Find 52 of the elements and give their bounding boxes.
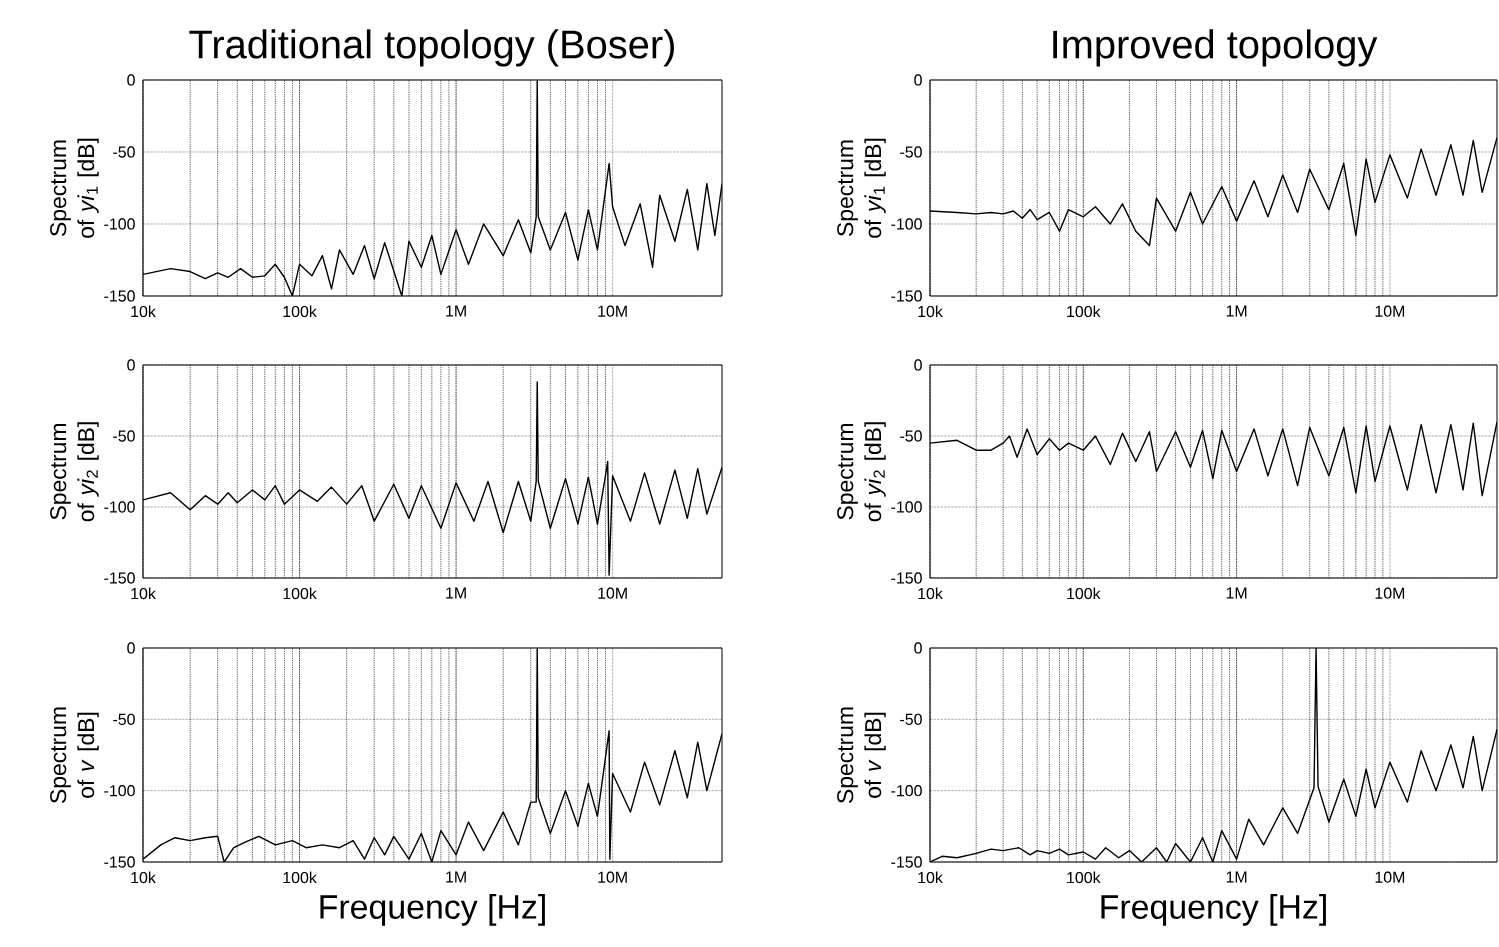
x-tick-label: 100k bbox=[283, 305, 317, 318]
x-tick-label: 10k bbox=[918, 305, 943, 318]
y-tick-label: -50 bbox=[900, 146, 922, 158]
y-tick-label: 0 bbox=[914, 359, 922, 371]
x-tick-label: 100k bbox=[283, 587, 317, 600]
x-tick-label: 10M bbox=[1375, 587, 1405, 599]
y-tick-label: -50 bbox=[113, 713, 135, 725]
x-tick-label: 10M bbox=[1375, 305, 1405, 317]
chart-title: Traditional topology (Boser) bbox=[189, 29, 674, 67]
x-tick-label: 10M bbox=[1375, 871, 1405, 883]
x-tick-label: 1M bbox=[1226, 305, 1247, 317]
y-tick-label: -100 bbox=[891, 218, 922, 230]
y-tick-label: -150 bbox=[891, 856, 922, 868]
y-tick-label: -100 bbox=[104, 501, 135, 513]
chart-title: Improved topology bbox=[1053, 29, 1378, 67]
x-tick-label: 10M bbox=[598, 587, 627, 599]
x-tick-label: 10k bbox=[131, 871, 156, 884]
x-tick-label: 10k bbox=[918, 871, 943, 884]
x-tick-label: 1M bbox=[1226, 871, 1247, 883]
x-tick-label: 100k bbox=[283, 871, 317, 884]
y-tick-label: -50 bbox=[900, 430, 922, 442]
x-axis-title: Frequency [Hz] bbox=[1101, 894, 1326, 926]
y-tick-label: 0 bbox=[914, 74, 922, 86]
x-tick-label: 10k bbox=[131, 305, 156, 318]
x-tick-label: 100k bbox=[1067, 871, 1101, 884]
x-tick-label: 10M bbox=[598, 871, 627, 883]
y-tick-label: 0 bbox=[914, 642, 922, 654]
x-axis-title: Frequency [Hz] bbox=[320, 894, 545, 926]
y-tick-label: -50 bbox=[113, 430, 135, 442]
y-tick-label: -100 bbox=[104, 785, 135, 797]
y-tick-label: -100 bbox=[891, 785, 922, 797]
x-tick-label: 10k bbox=[918, 587, 943, 600]
x-tick-label: 10M bbox=[598, 305, 627, 317]
y-tick-label: -150 bbox=[104, 290, 135, 302]
y-tick-label: -150 bbox=[104, 856, 135, 868]
y-tick-label: -50 bbox=[113, 146, 135, 158]
x-tick-label: 1M bbox=[446, 587, 466, 599]
x-tick-label: 1M bbox=[1226, 587, 1247, 599]
y-tick-label: -100 bbox=[104, 218, 135, 230]
y-tick-label: 0 bbox=[127, 642, 135, 654]
y-tick-label: -100 bbox=[891, 501, 922, 513]
y-tick-label: -150 bbox=[891, 572, 922, 584]
y-tick-label: 0 bbox=[127, 74, 135, 86]
y-tick-label: -150 bbox=[104, 572, 135, 584]
x-tick-label: 100k bbox=[1067, 305, 1101, 318]
x-tick-label: 1M bbox=[446, 871, 466, 883]
x-tick-label: 10k bbox=[131, 587, 156, 600]
y-tick-label: -150 bbox=[891, 290, 922, 302]
x-tick-label: 1M bbox=[446, 305, 466, 317]
y-tick-label: 0 bbox=[127, 359, 135, 371]
x-tick-label: 100k bbox=[1067, 587, 1101, 600]
y-tick-label: -50 bbox=[900, 713, 922, 725]
